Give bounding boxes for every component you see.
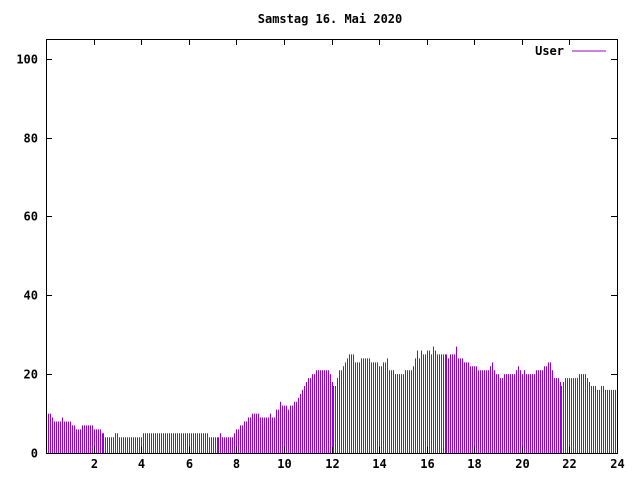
chart-title: Samstag 16. Mai 2020 [258, 12, 403, 26]
x-tick-label-16: 16 [420, 457, 434, 471]
legend-label-user: User [535, 44, 564, 58]
y-tick-label-40: 40 [24, 289, 38, 303]
x-tick-label-12: 12 [325, 457, 339, 471]
y-tick-label-80: 80 [24, 132, 38, 146]
x-tick-label-10: 10 [277, 457, 291, 471]
x-tick-label-14: 14 [372, 457, 386, 471]
x-tick-label-18: 18 [467, 457, 481, 471]
x-tick-label-22: 22 [562, 457, 576, 471]
x-tick-label-2: 2 [91, 457, 98, 471]
x-tick-label-24: 24 [610, 457, 624, 471]
y-tick-label-0: 0 [31, 447, 38, 461]
legend: User [535, 44, 606, 58]
x-tick-label-4: 4 [138, 457, 145, 471]
x-tick-label-20: 20 [515, 457, 529, 471]
y-tick-label-20: 20 [24, 368, 38, 382]
x-tick-label-6: 6 [186, 457, 193, 471]
x-tick-label-8: 8 [233, 457, 240, 471]
y-tick-label-60: 60 [24, 210, 38, 224]
y-tick-label-100: 100 [16, 53, 38, 67]
bars-group [46, 346, 616, 453]
